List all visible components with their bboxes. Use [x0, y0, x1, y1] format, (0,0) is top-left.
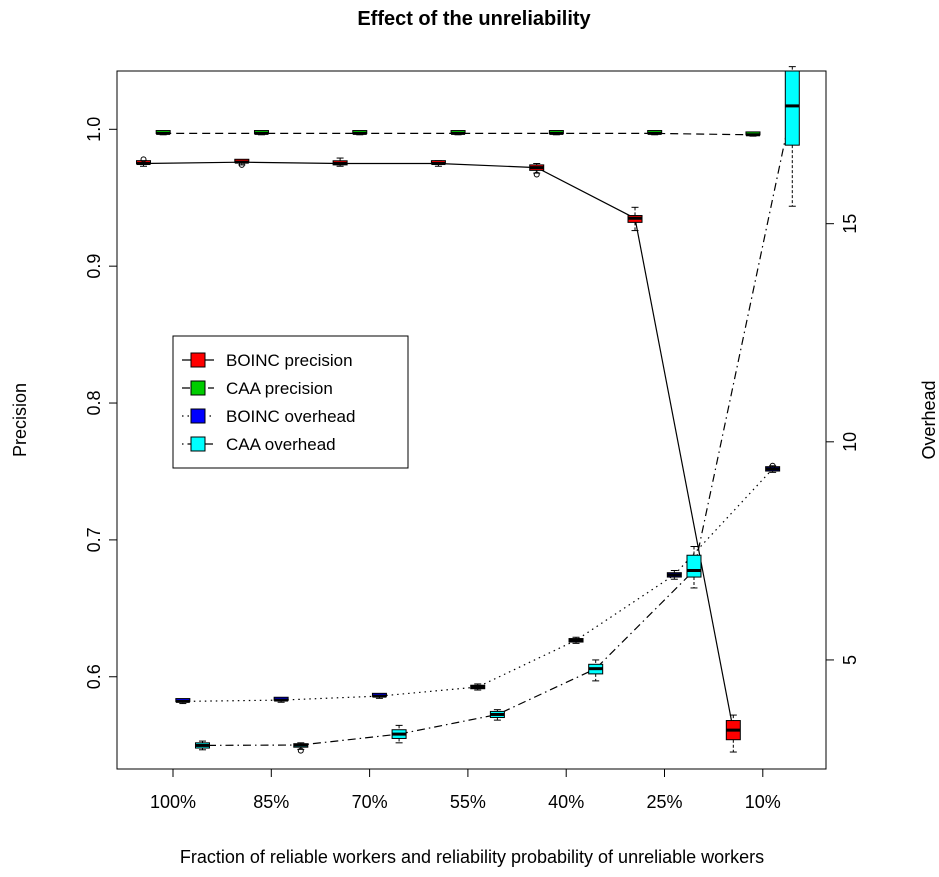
chart-title: Effect of the unreliability: [357, 8, 591, 30]
box: [568, 636, 584, 644]
y-tick-label: 0.6: [84, 664, 104, 689]
box: [136, 156, 152, 167]
outlier-point: [769, 462, 776, 469]
box: [253, 130, 269, 136]
legend-swatch: [190, 436, 206, 452]
box: [371, 692, 387, 699]
box-body: [784, 70, 800, 146]
legend-swatch: [190, 352, 206, 368]
series-caa-precision: [155, 130, 761, 137]
box: [450, 130, 466, 136]
box: [765, 462, 781, 473]
box: [293, 742, 309, 754]
x-tick-label: 25%: [646, 792, 682, 812]
box: [548, 130, 564, 136]
y-tick-label: 0.9: [84, 254, 104, 279]
x-tick-label: 10%: [745, 792, 781, 812]
series-layer: [136, 66, 800, 754]
outlier-point: [238, 161, 245, 168]
legend: BOINC precision CAA precision BOINC overhe…: [172, 335, 409, 469]
y-axis-right: 5 10 15: [825, 214, 860, 665]
box: [745, 131, 761, 137]
box: [234, 158, 250, 168]
y2-tick-label: 15: [840, 214, 860, 234]
x-tick-label: 85%: [253, 792, 289, 812]
series-caa-overhead: [194, 66, 800, 754]
legend-item: CAA precision: [182, 379, 333, 398]
x-tick-label: 100%: [150, 792, 196, 812]
box: [647, 130, 663, 136]
outlier-point: [533, 171, 540, 178]
box: [784, 66, 800, 207]
box: [627, 206, 643, 232]
y2-tick-label: 5: [840, 655, 860, 665]
box: [430, 160, 446, 167]
y-tick-label: 0.7: [84, 527, 104, 552]
legend-swatch: [190, 408, 206, 424]
box-body: [686, 554, 702, 578]
legend-item: BOINC overhead: [182, 407, 355, 426]
y-tick-label: 0.8: [84, 391, 104, 416]
box: [529, 163, 545, 178]
box: [666, 570, 682, 580]
outlier-point: [140, 156, 147, 163]
box: [470, 683, 486, 691]
series-line: [182, 468, 774, 702]
box: [588, 659, 604, 682]
box: [194, 740, 210, 751]
box: [352, 130, 368, 136]
x-tick-label: 70%: [352, 792, 388, 812]
legend-label: CAA overhead: [226, 435, 336, 454]
series-boinc-precision: [136, 156, 741, 753]
y-axis-label: Precision: [10, 383, 30, 457]
x-tick-label: 55%: [450, 792, 486, 812]
series-boinc-overhead: [175, 462, 781, 705]
legend-box: [172, 335, 409, 469]
legend-item: CAA overhead: [182, 435, 336, 454]
legend-label: BOINC overhead: [226, 407, 355, 426]
legend-label: BOINC precision: [226, 351, 353, 370]
x-axis: 100% 85% 70% 55% 40% 25% 10%: [150, 768, 781, 812]
legend-swatch: [190, 380, 206, 396]
y2-tick-label: 10: [840, 432, 860, 452]
box: [155, 130, 171, 136]
legend-item: BOINC precision: [182, 351, 353, 370]
box: [391, 724, 407, 744]
x-tick-label: 40%: [548, 792, 584, 812]
box: [332, 157, 348, 167]
box: [273, 696, 289, 703]
box: [489, 709, 505, 721]
y-axis-left: 0.6 0.7 0.8 0.9 1.0: [84, 117, 118, 689]
y2-axis-label: Overhead: [919, 380, 939, 459]
box: [175, 698, 191, 705]
box: [725, 714, 741, 753]
outlier-point: [297, 747, 304, 754]
y-tick-label: 1.0: [84, 117, 104, 142]
legend-label: CAA precision: [226, 379, 333, 398]
box: [686, 546, 702, 589]
x-axis-label: Fraction of reliable workers and reliabi…: [180, 847, 764, 867]
